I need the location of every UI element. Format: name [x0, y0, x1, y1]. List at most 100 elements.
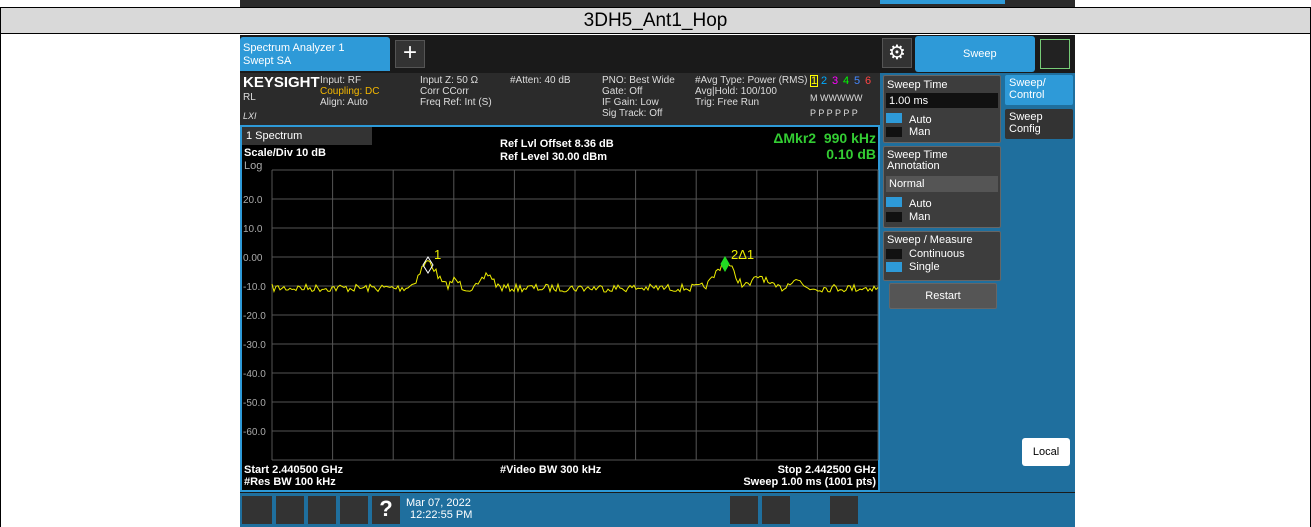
status-text: Input Z: 50 Ω [420, 75, 479, 86]
radio-on [886, 262, 902, 272]
trace-number: 4 [843, 75, 850, 87]
info-bar: KEYSIGHT RL LXI Input: RF Coupling: DC Ali… [240, 73, 880, 125]
label: Man [909, 126, 931, 138]
restart-button[interactable]: Restart [889, 283, 997, 309]
start-freq: Start 2.440500 GHz [244, 464, 344, 476]
res-bw: #Res BW 100 kHz [244, 476, 336, 488]
trace [271, 260, 879, 294]
status-text: Corr CCorr [420, 86, 469, 97]
plot: 1 Spectrum Scale/Div 10 dB Log Ref Lvl O… [242, 127, 879, 488]
y-label: 10.0 [243, 224, 263, 235]
label: Single [909, 261, 940, 273]
status-text: Gate: Off [602, 86, 643, 97]
softkey-sweep-measure[interactable] [883, 231, 1001, 281]
y-label: -60.0 [243, 427, 266, 438]
label: Auto [909, 198, 932, 210]
status-text: Avg|Hold: 100/100 [695, 86, 777, 97]
top-strip [240, 0, 1075, 7]
y-label: -10.0 [243, 282, 266, 293]
touch-button[interactable] [762, 496, 790, 524]
window-selector[interactable] [242, 127, 372, 145]
status-text: #Avg Type: Power (RMS) [695, 75, 808, 86]
fullscreen-button[interactable] [830, 496, 858, 524]
trace-types: M WWWWW [810, 93, 863, 103]
top-strip-tab [880, 0, 1005, 4]
y-label: -20.0 [243, 311, 266, 322]
settings-button[interactable]: ⚙ [882, 38, 912, 68]
add-button[interactable]: + [395, 40, 425, 68]
time: 12:22:55 PM [410, 509, 473, 521]
scale: Scale/Div 10 dB [244, 147, 326, 159]
status-text: Input: RF [320, 75, 362, 86]
y-label: 0.00 [243, 253, 263, 264]
radio-on [886, 197, 902, 207]
marker-2 [720, 255, 730, 273]
y-label: -30.0 [243, 340, 266, 351]
file-button[interactable] [340, 496, 368, 524]
side-tab[interactable]: Sweep/ Control [1005, 75, 1073, 105]
trace-detectors: P P P P P P [810, 108, 858, 118]
label: Sweep Time Annotation [887, 149, 948, 172]
status-icon[interactable] [1040, 39, 1070, 69]
tab-line1: Spectrum Analyzer 1 [243, 42, 345, 54]
brand: KEYSIGHT [243, 74, 320, 91]
marker-label: 1 [434, 247, 441, 262]
status-text: #Atten: 40 dB [510, 75, 571, 86]
menu-tab[interactable]: Sweep [915, 36, 1035, 72]
screenshot: Spectrum Analyzer 1 Swept SA + ⚙ Sweep K… [240, 35, 1075, 527]
status-text: Sig Track: Off [602, 108, 663, 119]
trace-number: 1 [810, 75, 819, 87]
start-button[interactable] [242, 496, 272, 524]
local-button[interactable]: Local [1022, 438, 1070, 466]
softkey-sweep-time[interactable] [883, 75, 1001, 143]
rl: RL [243, 92, 256, 103]
trace-number: 3 [832, 75, 839, 87]
y-label: -40.0 [243, 369, 266, 380]
y-label: 20.0 [243, 195, 263, 206]
marker-value: 0.10 dB [826, 146, 876, 162]
radio-on [886, 113, 902, 123]
softkey-panel: Sweep Time 1.00 ms Auto Man Sweep Time A… [880, 73, 1075, 492]
layout-button[interactable] [730, 496, 758, 524]
video-bw: #Video BW 300 kHz [500, 464, 602, 476]
stop-freq: Stop 2.442500 GHz [778, 464, 877, 476]
label: Auto [909, 114, 932, 126]
window-name: 1 Spectrum [246, 130, 302, 142]
taskbar: ? Mar 07, 2022 12:22:55 PM [240, 493, 1075, 527]
status-text: Trig: Free Run [695, 97, 760, 108]
menu-title: Sweep [963, 48, 997, 60]
log: Log [244, 160, 262, 172]
tab-line2: Swept SA [243, 55, 292, 67]
radio-off [886, 127, 902, 137]
status-text: PNO: Best Wide [602, 75, 675, 86]
trace-number: 6 [865, 75, 872, 87]
label: Man [909, 211, 931, 223]
dropdown[interactable]: Normal [886, 176, 998, 192]
redo-button[interactable] [308, 496, 336, 524]
undo-button[interactable] [276, 496, 304, 524]
label: Continuous [909, 248, 965, 260]
trace-number: 2 [821, 75, 828, 87]
status-text: Freq Ref: Int (S) [420, 97, 492, 108]
marker-label: 2Δ1 [731, 247, 754, 262]
radio-off [886, 212, 902, 222]
status-text: IF Gain: Low [602, 97, 659, 108]
marker-1 [422, 256, 434, 274]
status-text: Align: Auto [320, 97, 368, 108]
header-title: 3DH5_Ant1_Hop [0, 7, 1311, 34]
label: Sweep / Measure [887, 234, 973, 246]
app-tab[interactable]: Spectrum Analyzer 1 Swept SA [240, 37, 390, 71]
y-label: -50.0 [243, 398, 266, 409]
sweep-info: Sweep 1.00 ms (1001 pts) [743, 476, 876, 488]
side-tab[interactable]: Sweep Config [1005, 109, 1073, 139]
lxi: LXI [243, 111, 257, 121]
radio-off [886, 249, 902, 259]
ref-offset: Ref Lvl Offset 8.36 dB [500, 138, 614, 150]
status-text: Coupling: DC [320, 86, 380, 97]
input[interactable]: 1.00 ms [886, 93, 998, 108]
help-button[interactable]: ? [372, 496, 400, 524]
ref-level: Ref Level 30.00 dBm [500, 151, 607, 163]
marker-readout: ΔMkr2 990 kHz [773, 130, 876, 146]
